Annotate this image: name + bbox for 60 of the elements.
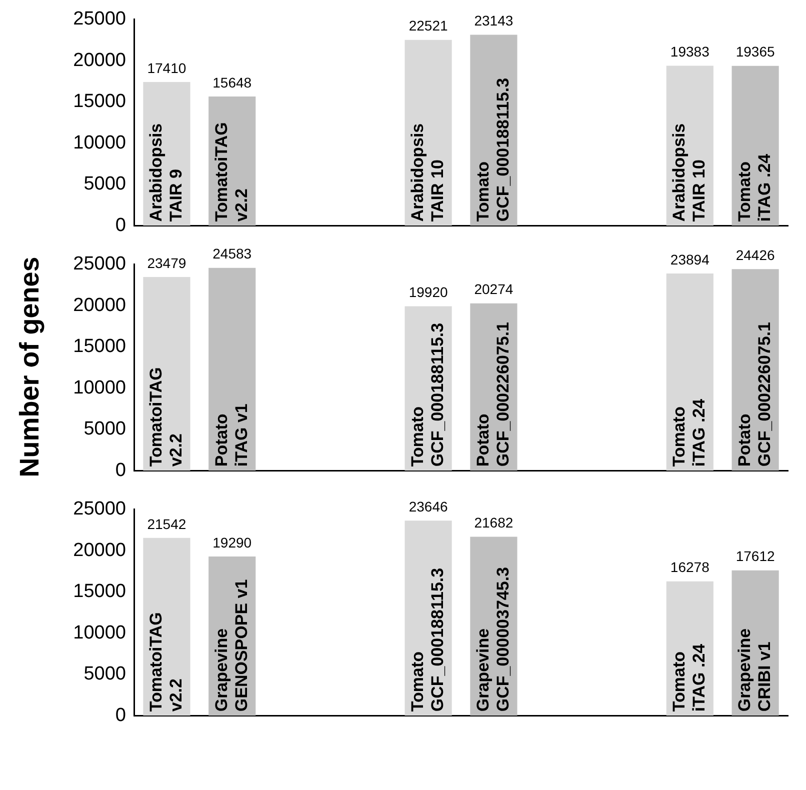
x-tick-label: Tomato iTAG .24 [670, 398, 709, 467]
data-label: 24426 [736, 246, 775, 263]
y-tick-label: 15000 [73, 336, 126, 358]
y-tick-label: 20000 [73, 50, 126, 71]
data-label: 17410 [147, 60, 186, 76]
x-tick-label: Grapevine CRIBI v1 [734, 628, 774, 712]
x-tick-label: Tomato iTAG .24 [734, 153, 774, 222]
data-label: 19920 [408, 284, 448, 300]
bar [143, 538, 190, 716]
data-label: 24583 [212, 246, 252, 262]
x-tick-label: Tomato GCF_000188115.3 [408, 322, 447, 467]
y-tick-label: 20000 [73, 294, 126, 316]
data-label: 21542 [147, 516, 186, 532]
data-label: 23646 [408, 498, 448, 514]
x-tick-label: Tomato GCF_000188115.3 [473, 78, 512, 222]
y-tick-label: 5000 [84, 664, 126, 685]
data-label: 15648 [212, 74, 252, 90]
bar [143, 276, 190, 471]
x-tick-label: Tomato iTAG .24 [670, 643, 709, 712]
data-label: 16278 [670, 559, 710, 576]
y-tick-label: 10000 [73, 377, 126, 398]
y-tick-label: 0 [115, 214, 126, 236]
data-label: 19383 [670, 44, 710, 60]
data-label: 23479 [147, 254, 186, 271]
x-tick-label: Potato iTAG v1 [212, 404, 251, 467]
x-tick-label: Grapevine GCF_000003745.3 [473, 566, 512, 712]
data-label: 19365 [736, 44, 775, 60]
y-tick-label: 5000 [84, 174, 126, 195]
data-label: 23894 [670, 251, 710, 268]
x-tick-label: Tomato GCF_000188115.3 [408, 568, 447, 712]
x-tick-label: Potato GCF_000226075.1 [473, 322, 512, 467]
data-label: 19290 [212, 534, 252, 550]
y-tick-label: 15000 [73, 91, 126, 112]
y-tick-label: 25000 [73, 498, 126, 520]
x-tick-label: Arabidopsis TAIR 9 [146, 123, 186, 222]
x-tick-label: Grapevine GENOSPOPE v1 [212, 579, 251, 712]
data-label: 22521 [408, 18, 448, 34]
data-label: 20274 [474, 281, 514, 298]
x-tick-label: Potato GCF_000226075.1 [734, 322, 774, 467]
y-tick-label: 10000 [73, 132, 126, 154]
x-tick-label: TomatoiTAG v2.2 [146, 367, 186, 467]
x-tick-label: TomatoiTAG v2.2 [212, 122, 251, 222]
y-tick-label: 5000 [84, 418, 126, 440]
y-tick-label: 0 [115, 460, 126, 481]
bar [208, 268, 256, 471]
y-axis-title: Number of genes [14, 256, 46, 478]
bar [732, 66, 779, 226]
x-tick-label: Arabidopsis TAIR 10 [670, 123, 709, 222]
y-tick-label: 20000 [73, 540, 126, 561]
x-tick-label: Arabidopsis TAIR 10 [408, 123, 447, 222]
bar [666, 274, 714, 471]
y-tick-label: 25000 [73, 8, 126, 30]
y-tick-label: 10000 [73, 622, 126, 644]
data-label: 21682 [474, 514, 514, 531]
y-tick-label: 0 [115, 704, 126, 726]
y-tick-label: 25000 [73, 254, 126, 275]
data-label: 17612 [736, 548, 775, 564]
y-tick-label: 15000 [73, 581, 126, 602]
data-label: 23143 [474, 12, 514, 29]
x-tick-label: TomatoiTAG v2.2 [146, 612, 186, 712]
